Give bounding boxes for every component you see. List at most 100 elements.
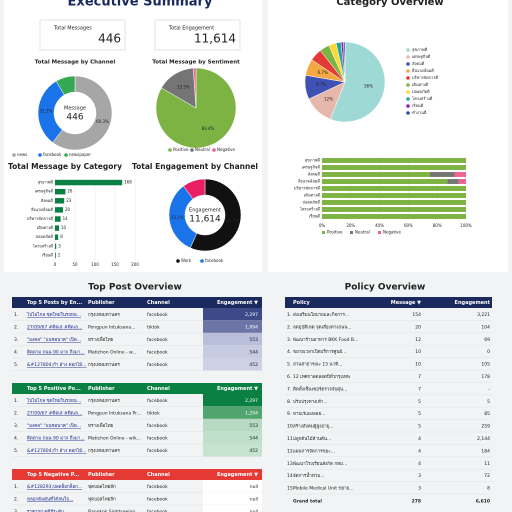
table-cell: 7. (287, 386, 291, 392)
value-label: 12% (324, 96, 333, 101)
y-tick-label: บริหารจัดการดี (294, 186, 320, 191)
table-cell: 3 (418, 473, 421, 479)
chart-title: Total Message by Channel (35, 60, 116, 66)
table-cell: ติดตั้งเซ็นเซอร์ตรวจจับฝุ่น... (293, 384, 347, 392)
table-cell: ติดตาม ถนน 90 มาก ถึงมา... (27, 436, 85, 442)
table-cell: Matichon Online - w... (88, 350, 137, 356)
table-cell: 5. (14, 448, 18, 454)
legend-marker (190, 148, 194, 152)
value-label: 83.4% (202, 126, 215, 131)
y-tick-label: สิ่งแวดล้อมดี (298, 179, 321, 184)
slice (343, 41, 346, 83)
legend-entry: news (17, 152, 27, 157)
bar (55, 216, 61, 222)
table-cell: "มงคล" "แนชอนาค" เปิด... (27, 337, 81, 343)
data-bar (203, 419, 262, 432)
column-header: Engagement (455, 300, 491, 306)
slice (192, 67, 197, 109)
table-cell: facebook (147, 337, 168, 343)
table-cell: - (488, 387, 490, 392)
table-cell: 5. (287, 362, 291, 368)
table-cell: &#127804;กำ ล้าง ดอกไม้... (27, 361, 86, 368)
y-tick-label: ปลอดภัยดี (35, 234, 53, 239)
y-tick-label: สุขภาพดี (305, 158, 321, 164)
table-cell: 2,144 (477, 436, 490, 442)
table-cell: 452 (249, 448, 258, 454)
x-tick-label: 50 (72, 262, 78, 267)
value-label: 23 (66, 198, 72, 203)
value-label: 9.7% (316, 82, 326, 87)
table-cell: facebook (147, 484, 168, 490)
column-header: Channel (147, 472, 170, 478)
table-cell: ส่งเสริมนโยบายและกิจการ... (293, 311, 349, 318)
value-label: 10 (61, 225, 67, 230)
table-cell: 0 (487, 349, 490, 355)
x-tick-label: 0 (54, 262, 57, 267)
y-tick-label: เดินทางดี (37, 225, 54, 230)
y-tick-label: สุขภาพดี (38, 180, 54, 186)
table-cell: facebook (147, 436, 168, 442)
legend-entry: ทำงานดี (412, 110, 427, 115)
legend-entry: สุขภาพดี (412, 47, 428, 53)
legend-marker (406, 104, 410, 108)
slice (183, 178, 206, 200)
bar (55, 252, 56, 259)
table-cell: สวนสาธารณะ 15 นาที... (293, 362, 342, 368)
table-cell: 2. (287, 324, 291, 330)
bar (55, 179, 123, 186)
legend-entry: เดินทางดี (412, 82, 429, 87)
center-value: 446 (66, 113, 83, 123)
table-cell: 1,294 (245, 411, 258, 417)
kpi-card (39, 19, 126, 51)
table-cell: Matichon Online - wik... (88, 436, 141, 442)
legend-entry: เศรษฐกิจดี (412, 54, 431, 59)
legend-marker (406, 69, 410, 73)
table-cell: 2,297 (245, 312, 258, 318)
table-cell: 2,297 (245, 398, 258, 404)
x-tick-label: 20% (346, 223, 355, 228)
bar-segment (322, 172, 430, 177)
table-cell: 72 (484, 473, 490, 479)
table-cell: ปลูกต้นไม้ล้านต้น... (293, 436, 331, 442)
table-cell: null (250, 484, 258, 490)
data-bar (203, 394, 262, 407)
data-bar (203, 406, 262, 419)
x-tick-label: 40% (375, 223, 384, 228)
table-cell: Mobile Medical Unit ขยาย... (293, 486, 354, 492)
value-label: 15.5% (177, 85, 190, 90)
table-cell: facebook (147, 497, 168, 503)
table-cell: ราคาถูก ดูดีมีระดับ... (27, 509, 68, 512)
table-cell: 85 (484, 411, 490, 417)
chart-title: Total Message by Sentiment (152, 60, 240, 66)
table-cell: 3. (287, 337, 291, 343)
legend-entry: facebook (43, 152, 62, 157)
table-cell: ไปไม่ไกล ชุดใหม่ในรถยน... (26, 398, 81, 404)
table-cell: 4 (418, 436, 421, 442)
table-cell: 105 (481, 362, 490, 368)
data-bar (203, 333, 262, 346)
table-cell: 544 (249, 350, 258, 356)
table-cell: facebook (147, 448, 168, 454)
column-header: Engagement ▼ (217, 386, 258, 392)
table-cell: 553 (249, 423, 258, 429)
value-label: 14 (63, 216, 69, 221)
column-header: Publisher (88, 472, 115, 478)
column-header: Channel (147, 386, 170, 392)
bar-segment (322, 165, 466, 170)
legend-marker (406, 76, 410, 80)
legend-marker (406, 83, 410, 87)
legend-marker (406, 48, 410, 52)
kpi-value: 446 (98, 32, 121, 46)
value-label: 56% (364, 83, 373, 88)
table-cell: 11 (484, 461, 490, 467)
table-cell: ไปไม่ไกล ชุดใหม่ในรถยน... (26, 312, 81, 318)
table-cell: ขยายเวลาเปิดบริการศูนย์... (293, 348, 346, 355)
data-bar (203, 480, 262, 493)
section-title: Policy Overview (345, 283, 426, 293)
table-cell: 9. (287, 411, 291, 417)
table-cell: 3,221 (477, 312, 490, 318)
table-cell: 12 (415, 337, 421, 343)
legend-marker (322, 231, 325, 234)
legend-entry: สังคมดี (412, 61, 425, 66)
category-panel (268, 0, 508, 272)
